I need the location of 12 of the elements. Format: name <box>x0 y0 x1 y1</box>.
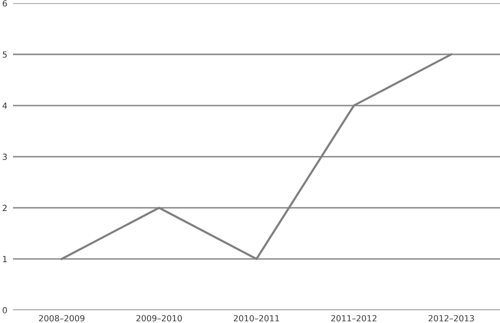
x-tick-label: 2009–2010 <box>136 315 182 322</box>
x-tick-label: 2012–2013 <box>428 315 474 322</box>
x-tick-label: 2010–2011 <box>234 315 280 322</box>
x-tick-label: 2011–2012 <box>331 315 376 322</box>
y-tick-label: 3 <box>2 154 7 160</box>
y-tick-label: 4 <box>2 102 7 109</box>
y-tick-label: 5 <box>2 51 7 58</box>
y-tick-label: 2 <box>2 204 7 211</box>
y-tick-label: 0 <box>2 307 7 314</box>
y-tick-label: 6 <box>2 0 7 7</box>
x-tick-label: 2008–2009 <box>39 315 84 322</box>
y-tick-label: 1 <box>3 256 7 262</box>
